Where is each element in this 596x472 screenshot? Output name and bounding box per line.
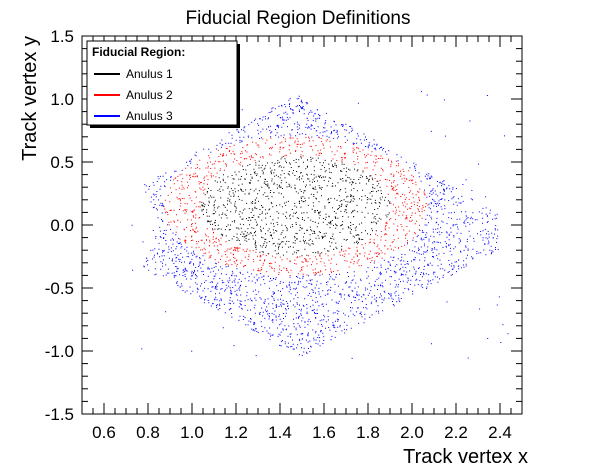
x-axis-label: Track vertex x bbox=[403, 446, 528, 468]
axis-ticks: 0.6 0.8 1.0 1.2 1.4 1.6 1.8 2.0 2.2 2.4 1.5 1.0 0.5 0… bbox=[45, 27, 523, 442]
legend-box bbox=[86, 40, 238, 126]
x-tick-label: 1.0 bbox=[180, 423, 204, 442]
scatter-points bbox=[131, 91, 509, 359]
legend-title: Fiducial Region: bbox=[92, 45, 185, 59]
x-tick-label: 2.0 bbox=[400, 423, 424, 442]
series-points-anulus-1 bbox=[201, 156, 391, 257]
y-tick-label: 0.0 bbox=[50, 216, 74, 235]
y-tick-label: 1.0 bbox=[50, 90, 74, 109]
legend-label-anulus-2: Anulus 2 bbox=[126, 88, 173, 102]
x-tick-label: 2.4 bbox=[488, 423, 512, 442]
x-tick-label: 1.6 bbox=[312, 423, 336, 442]
x-tick-label: 1.8 bbox=[356, 423, 380, 442]
x-tick-label: 1.4 bbox=[268, 423, 292, 442]
legend-label-anulus-3: Anulus 3 bbox=[126, 109, 173, 123]
x-tick-label: 2.2 bbox=[444, 423, 468, 442]
series-points-anulus-2 bbox=[163, 136, 429, 276]
legend-label-anulus-1: Anulus 1 bbox=[126, 67, 173, 81]
y-tick-label: 0.5 bbox=[50, 153, 74, 172]
x-tick-label: 0.8 bbox=[136, 423, 160, 442]
x-tick-label: 0.6 bbox=[92, 423, 116, 442]
y-tick-label: -0.5 bbox=[45, 279, 74, 298]
chart-title: Fiducial Region Definitions bbox=[186, 8, 411, 29]
y-tick-label: -1.0 bbox=[45, 342, 74, 361]
y-axis-label: Track vertex y bbox=[19, 36, 41, 161]
series-points-anulus-3 bbox=[131, 91, 509, 359]
x-tick-label: 1.2 bbox=[224, 423, 248, 442]
legend: Fiducial Region: Anulus 1 Anulus 2 Anulu… bbox=[86, 40, 240, 128]
y-tick-label: -1.5 bbox=[45, 405, 74, 424]
y-tick-label: 1.5 bbox=[50, 27, 74, 46]
